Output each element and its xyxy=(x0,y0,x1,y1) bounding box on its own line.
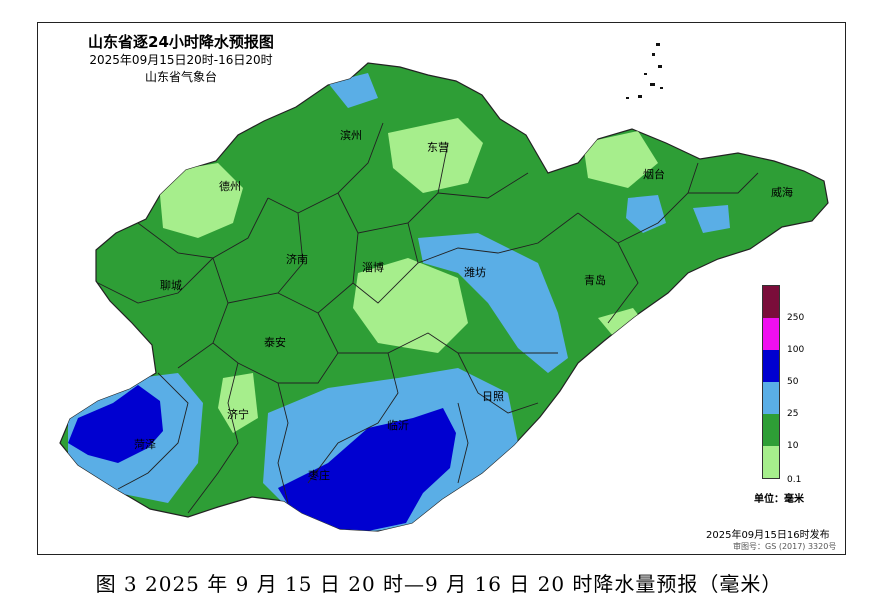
rain-zone-moderate xyxy=(328,73,378,108)
map-approval-number: 审图号：GS (2017) 3320号 xyxy=(733,542,837,551)
legend-label: 0.1 xyxy=(787,475,802,485)
city-label: 聊城 xyxy=(160,279,182,292)
legend-swatch-25 xyxy=(763,382,779,414)
map-period: 2025年09月15日20时-16日20时 xyxy=(89,53,273,67)
rain-zone-light xyxy=(218,373,258,433)
legend-unit: 单位：毫米 xyxy=(754,494,804,505)
legend-swatch-10 xyxy=(763,414,779,446)
forecast-map: 山东省逐24小时降水预报图 2025年09月15日20时-16日20时 山东省气… xyxy=(37,22,846,555)
city-label: 威海 xyxy=(771,186,793,199)
rain-zone-light xyxy=(388,118,483,193)
islands xyxy=(626,43,663,99)
city-label: 东营 xyxy=(427,141,449,154)
map-issuer: 山东省气象台 xyxy=(144,70,217,84)
rain-zone-moderate xyxy=(693,205,730,233)
rain-zone-light xyxy=(583,131,658,188)
rain-zone-light xyxy=(158,163,243,238)
legend-color-bar xyxy=(762,285,780,479)
legend-label: 100 xyxy=(787,345,805,355)
map-title: 山东省逐24小时降水预报图 xyxy=(88,33,274,51)
legend-label: 250 xyxy=(787,313,805,323)
city-label: 潍坊 xyxy=(464,266,486,279)
city-label: 菏泽 xyxy=(134,438,156,451)
city-label: 淄博 xyxy=(362,261,384,274)
legend-swatch-250 xyxy=(763,286,779,318)
precipitation-map-svg xyxy=(59,43,829,532)
legend-label: 25 xyxy=(787,409,799,419)
rain-zone-heavy xyxy=(68,385,163,463)
rain-zone-heavy xyxy=(278,408,456,531)
city-label: 枣庄 xyxy=(308,469,330,482)
legend-swatch-50 xyxy=(763,350,779,382)
city-label: 临沂 xyxy=(387,419,409,432)
city-label: 济南 xyxy=(286,253,308,266)
legend-swatch-100 xyxy=(763,318,779,350)
legend-label: 10 xyxy=(787,441,799,451)
city-label: 德州 xyxy=(219,180,241,193)
published-time: 2025年09月15日16时发布 xyxy=(706,530,830,541)
rain-zone-moderate xyxy=(418,233,568,373)
rain-zone-light xyxy=(353,258,468,353)
city-label: 泰安 xyxy=(264,336,286,349)
legend-label: 50 xyxy=(787,377,799,387)
city-label: 烟台 xyxy=(643,168,665,181)
figure-caption: 图 3 2025 年 9 月 15 日 20 时—9 月 16 日 20 时降水… xyxy=(95,572,783,596)
map-title-block: 山东省逐24小时降水预报图 2025年09月15日20时-16日20时 山东省气… xyxy=(71,32,291,86)
city-label: 济宁 xyxy=(227,408,249,421)
legend-swatch-0-1 xyxy=(763,446,779,478)
city-label: 青岛 xyxy=(584,274,606,287)
city-label: 滨州 xyxy=(340,129,362,142)
city-boundaries xyxy=(97,122,759,514)
city-label: 日照 xyxy=(482,390,504,403)
